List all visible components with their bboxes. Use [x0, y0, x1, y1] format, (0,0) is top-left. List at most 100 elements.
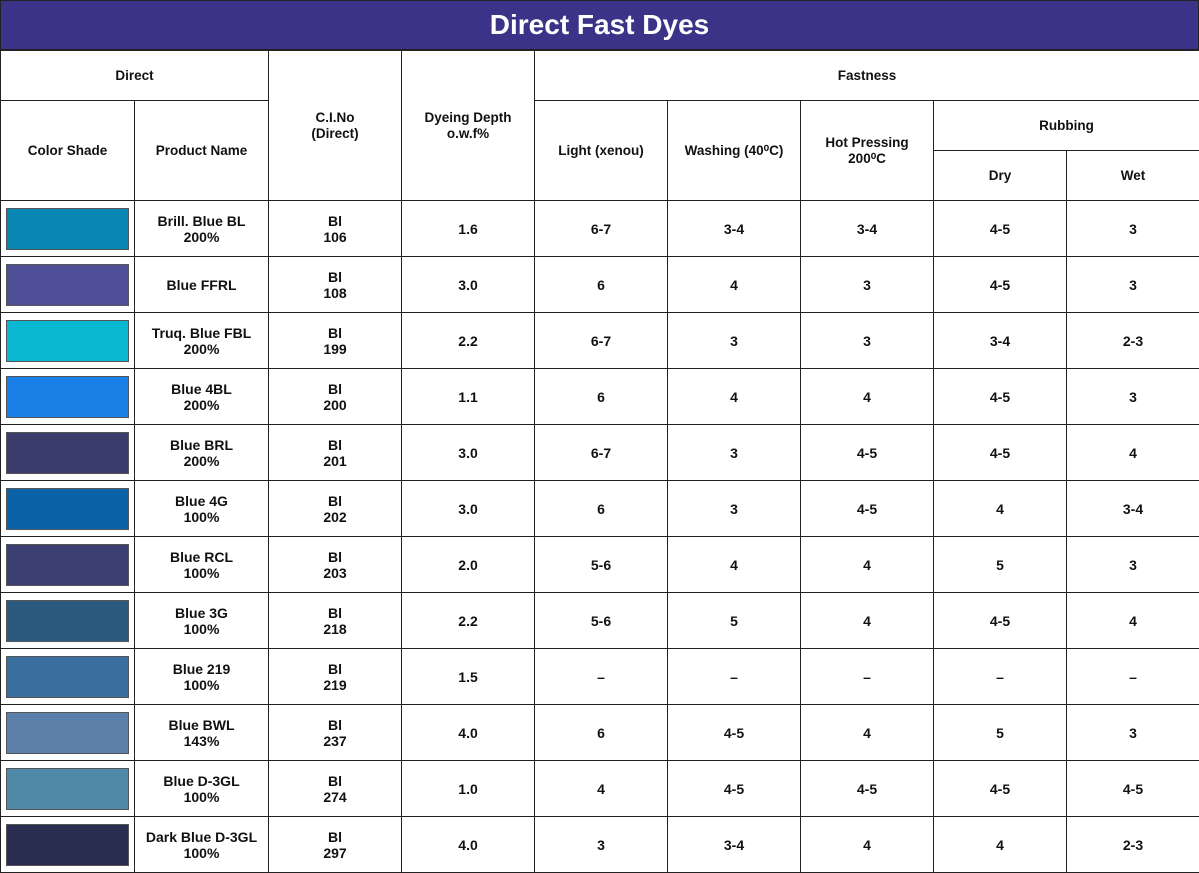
cell: Blue D-3GL 100%	[135, 761, 269, 817]
cell: Bl 203	[269, 537, 402, 593]
cell: 4	[668, 537, 801, 593]
color-swatch	[6, 208, 129, 250]
cell: 5-6	[535, 593, 668, 649]
cell: Blue 219 100%	[135, 649, 269, 705]
header-cell: Wet	[1067, 151, 1199, 201]
header-cell: C.I.No (Direct)	[269, 51, 402, 201]
header-cell: Rubbing	[934, 101, 1199, 151]
cell: 4-5	[801, 761, 934, 817]
cell: Bl 274	[269, 761, 402, 817]
cell: 4	[1067, 593, 1199, 649]
cell: 4	[801, 593, 934, 649]
cell: 3	[801, 257, 934, 313]
swatch-cell	[1, 313, 135, 369]
cell: 2.0	[402, 537, 535, 593]
cell: 6	[535, 481, 668, 537]
color-swatch	[6, 656, 129, 698]
color-swatch	[6, 712, 129, 754]
cell: 3	[1067, 201, 1199, 257]
cell: 2.2	[402, 313, 535, 369]
cell: 4	[668, 257, 801, 313]
swatch-cell	[1, 369, 135, 425]
header-cell: Dyeing Depth o.w.f%	[402, 51, 535, 201]
cell: 4-5	[934, 593, 1067, 649]
cell: Bl 106	[269, 201, 402, 257]
cell: 6	[535, 369, 668, 425]
swatch-cell	[1, 761, 135, 817]
swatch-cell	[1, 257, 135, 313]
cell: 4	[801, 537, 934, 593]
cell: –	[934, 649, 1067, 705]
header-cell: Product Name	[135, 101, 269, 201]
header-cell: Hot Pressing 200⁰C	[801, 101, 934, 201]
header-cell: Light (xenou)	[535, 101, 668, 201]
header-cell: Color Shade	[1, 101, 135, 201]
color-swatch	[6, 824, 129, 866]
cell: 3	[1067, 705, 1199, 761]
cell: 1.5	[402, 649, 535, 705]
color-swatch	[6, 768, 129, 810]
cell: 5	[668, 593, 801, 649]
cell: 4.0	[402, 705, 535, 761]
cell: 4-5	[801, 481, 934, 537]
cell: Brill. Blue BL 200%	[135, 201, 269, 257]
color-swatch	[6, 432, 129, 474]
color-swatch	[6, 320, 129, 362]
cell: 5	[934, 537, 1067, 593]
cell: 2-3	[1067, 817, 1199, 873]
cell: Blue FFRL	[135, 257, 269, 313]
cell: 4-5	[801, 425, 934, 481]
cell: Truq. Blue FBL 200%	[135, 313, 269, 369]
cell: Bl 237	[269, 705, 402, 761]
cell: 3-4	[934, 313, 1067, 369]
cell: 3	[668, 481, 801, 537]
cell: Dark Blue D-3GL 100%	[135, 817, 269, 873]
cell: –	[535, 649, 668, 705]
cell: 4	[801, 817, 934, 873]
cell: 3	[801, 313, 934, 369]
cell: Bl 201	[269, 425, 402, 481]
cell: 5	[934, 705, 1067, 761]
cell: 4	[535, 761, 668, 817]
cell: 1.6	[402, 201, 535, 257]
color-swatch	[6, 488, 129, 530]
cell: –	[668, 649, 801, 705]
header-cell: Washing (40⁰C)	[668, 101, 801, 201]
color-swatch	[6, 376, 129, 418]
cell: 6	[535, 705, 668, 761]
cell: 1.0	[402, 761, 535, 817]
cell: 3-4	[668, 201, 801, 257]
cell: Bl 202	[269, 481, 402, 537]
cell: 4	[934, 817, 1067, 873]
cell: 3.0	[402, 481, 535, 537]
cell: 4	[934, 481, 1067, 537]
cell: 3-4	[668, 817, 801, 873]
swatch-cell	[1, 425, 135, 481]
swatch-cell	[1, 705, 135, 761]
swatch-cell	[1, 201, 135, 257]
cell: 4-5	[668, 761, 801, 817]
cell: Blue BRL 200%	[135, 425, 269, 481]
cell: Blue 4BL 200%	[135, 369, 269, 425]
swatch-cell	[1, 649, 135, 705]
cell: 4-5	[668, 705, 801, 761]
cell: 4-5	[934, 761, 1067, 817]
cell: 3-4	[1067, 481, 1199, 537]
cell: Blue 4G 100%	[135, 481, 269, 537]
cell: 6	[535, 257, 668, 313]
cell: 4-5	[934, 201, 1067, 257]
cell: Bl 108	[269, 257, 402, 313]
cell: 4	[668, 369, 801, 425]
cell: 4	[801, 705, 934, 761]
dye-table: Direct C.I.No (Direct) Dyeing Depth o.w.…	[0, 50, 1199, 873]
cell: 4	[801, 369, 934, 425]
title: Direct Fast Dyes	[0, 0, 1199, 50]
cell: –	[801, 649, 934, 705]
